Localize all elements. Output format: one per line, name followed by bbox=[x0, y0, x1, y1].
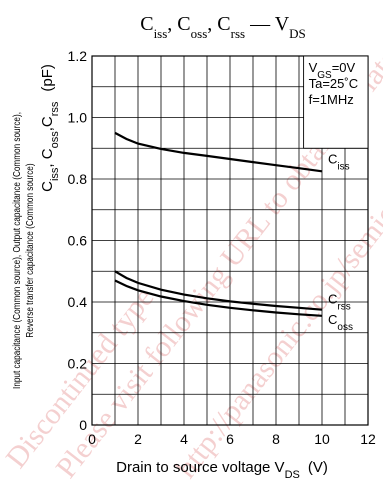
title-part-0-main: C bbox=[140, 13, 153, 35]
y-label-symbols: Ciss, Coss,Crss (pF) bbox=[39, 64, 61, 192]
x-tick-label: 4 bbox=[180, 431, 188, 447]
y-label-symbol-0-sub: iss bbox=[49, 167, 61, 181]
series-label-coss: Coss bbox=[328, 312, 353, 333]
y-label-symbol-1-sub: oss bbox=[49, 131, 61, 149]
series-lines bbox=[114, 131, 323, 317]
x-tick-label: 2 bbox=[134, 431, 142, 447]
title-part-1-main: , C bbox=[167, 13, 190, 35]
condition-0-main: V bbox=[309, 60, 318, 75]
y-axis-label: Input capacitance (Common source), Outpu… bbox=[10, 64, 61, 389]
title-part-2-main: , C bbox=[207, 13, 230, 35]
x-tick-label: 10 bbox=[314, 431, 330, 447]
y-tick-label: 0.4 bbox=[68, 294, 88, 310]
y-tick-label: 1.0 bbox=[68, 110, 88, 126]
x-tick-labels: 0 2 4 6 8 10 12 bbox=[88, 431, 376, 447]
title-part-3-sub: DS bbox=[289, 26, 306, 41]
y-tick-label: 0.6 bbox=[68, 233, 88, 249]
x-label-unit: (V) bbox=[308, 459, 328, 476]
x-label-sub: DS bbox=[285, 469, 300, 481]
series-line-ciss bbox=[114, 131, 323, 173]
title-part-2-sub: rss bbox=[231, 26, 245, 41]
x-tick-label: 12 bbox=[360, 431, 376, 447]
x-tick-label: 6 bbox=[226, 431, 234, 447]
series-label-crss: Crss bbox=[328, 292, 351, 313]
title-part-3-main: — V bbox=[245, 13, 290, 35]
chart-title: Ciss, Coss, Crss — VDS bbox=[140, 13, 306, 41]
y-tick-labels: 0 0.2 0.4 0.6 0.8 1.0 1.2 bbox=[68, 48, 88, 433]
plot-frame bbox=[91, 55, 369, 426]
series-label-ciss-main: C bbox=[328, 151, 337, 166]
x-label-main: Drain to source voltage V bbox=[116, 459, 284, 476]
condition-2: f=1MHz bbox=[309, 92, 354, 107]
series-label-coss-sub: oss bbox=[337, 321, 353, 332]
condition-0-rest: =0V bbox=[332, 60, 356, 75]
condition-1-main: Ta=25˚C bbox=[309, 76, 359, 91]
series-line-coss bbox=[114, 279, 323, 317]
series-label-crss-main: C bbox=[328, 292, 337, 307]
x-tick-label: 8 bbox=[272, 431, 280, 447]
series-line-crss bbox=[114, 270, 323, 311]
condition-0-sub: GS bbox=[317, 70, 332, 81]
series-label-crss-sub: rss bbox=[337, 301, 350, 312]
x-tick-label: 0 bbox=[88, 431, 96, 447]
y-label-symbol-0-main: C bbox=[39, 181, 56, 192]
y-label-symbol-2-main: ,C bbox=[39, 116, 56, 131]
x-axis-label: Drain to source voltage VDS (V) bbox=[116, 459, 328, 481]
condition-0: VGS=0V bbox=[309, 60, 356, 81]
y-tick-label: 0 bbox=[79, 417, 87, 433]
title-part-0-sub: iss bbox=[154, 26, 168, 41]
series-label-coss-main: C bbox=[328, 312, 337, 327]
condition-1: Ta=25˚C bbox=[309, 76, 359, 91]
title-part-1-sub: oss bbox=[191, 26, 208, 41]
conditions-box bbox=[303, 55, 369, 149]
series-label-ciss-sub: iss bbox=[337, 161, 349, 172]
y-label-symbol-2-sub: rss bbox=[49, 101, 61, 116]
y-tick-label: 0.8 bbox=[68, 171, 88, 187]
y-label-symbol-1-main: , C bbox=[39, 148, 56, 167]
y-label-line-1: Reverse transfer capacitance (Common sou… bbox=[23, 163, 35, 337]
y-label-line-0: Input capacitance (Common source), Outpu… bbox=[10, 112, 22, 389]
condition-2-main: f=1MHz bbox=[309, 92, 354, 107]
y-label-unit: (pF) bbox=[39, 64, 56, 92]
y-tick-label: 0.2 bbox=[68, 356, 88, 372]
series-label-ciss: Ciss bbox=[328, 151, 350, 172]
y-tick-label: 1.2 bbox=[68, 48, 88, 64]
